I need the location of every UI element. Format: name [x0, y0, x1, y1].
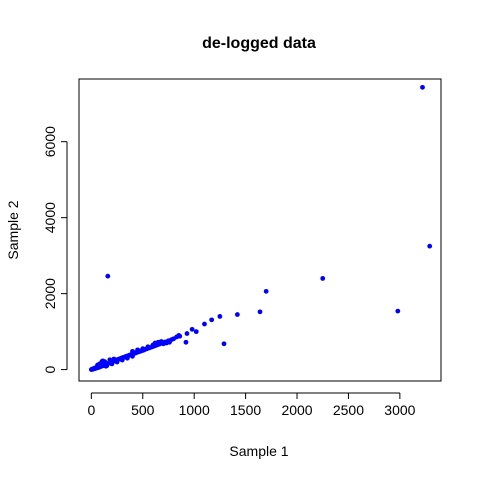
- data-point: [97, 361, 102, 367]
- data-point: [102, 359, 108, 365]
- y-axis: 0 2000 4000 6000: [42, 126, 68, 374]
- data-point: [140, 346, 146, 352]
- data-point: [135, 348, 141, 354]
- x-axis: 0 500 1000 1500 2000 2500 3000: [87, 392, 416, 418]
- data-point: [111, 356, 117, 362]
- data-point: [114, 359, 120, 365]
- data-point: [263, 288, 269, 294]
- y-tick-label: 6000: [42, 126, 58, 157]
- y-tick-label: 2000: [42, 278, 58, 309]
- y-axis-label: Sample 2: [5, 200, 21, 259]
- y-tick-label: 0: [42, 366, 58, 374]
- data-point: [395, 308, 401, 314]
- data-point: [107, 357, 113, 363]
- data-point: [209, 317, 215, 323]
- data-point: [130, 348, 135, 354]
- plot-frame: [78, 78, 442, 382]
- data-point: [202, 321, 207, 327]
- x-tick-label: 3000: [384, 402, 415, 418]
- data-point: [109, 361, 115, 367]
- x-tick-label: 1500: [230, 402, 261, 418]
- x-axis-label: Sample 1: [229, 443, 288, 459]
- x-tick-label: 2500: [333, 402, 364, 418]
- data-point: [183, 339, 189, 345]
- data-point: [221, 341, 227, 347]
- x-tick-label: 1000: [179, 402, 210, 418]
- data-points: [88, 84, 433, 372]
- data-point: [420, 84, 425, 90]
- x-tick-label: 0: [87, 402, 95, 418]
- data-point: [103, 363, 109, 369]
- data-point: [119, 357, 125, 363]
- y-tick-label: 4000: [42, 202, 58, 233]
- data-point: [257, 309, 263, 315]
- data-point: [193, 329, 199, 335]
- data-point: [234, 312, 240, 317]
- data-point: [217, 314, 223, 319]
- data-point: [145, 344, 151, 350]
- x-tick-label: 500: [131, 402, 155, 418]
- data-point: [130, 353, 135, 359]
- data-point: [184, 331, 190, 336]
- data-point: [189, 326, 195, 332]
- data-point: [177, 333, 183, 339]
- chart-title: de-logged data: [202, 35, 316, 52]
- data-point: [105, 273, 111, 279]
- data-point: [320, 276, 326, 281]
- data-point: [124, 355, 130, 361]
- data-point: [427, 243, 433, 249]
- x-tick-label: 2000: [281, 402, 312, 418]
- data-point: [167, 339, 172, 345]
